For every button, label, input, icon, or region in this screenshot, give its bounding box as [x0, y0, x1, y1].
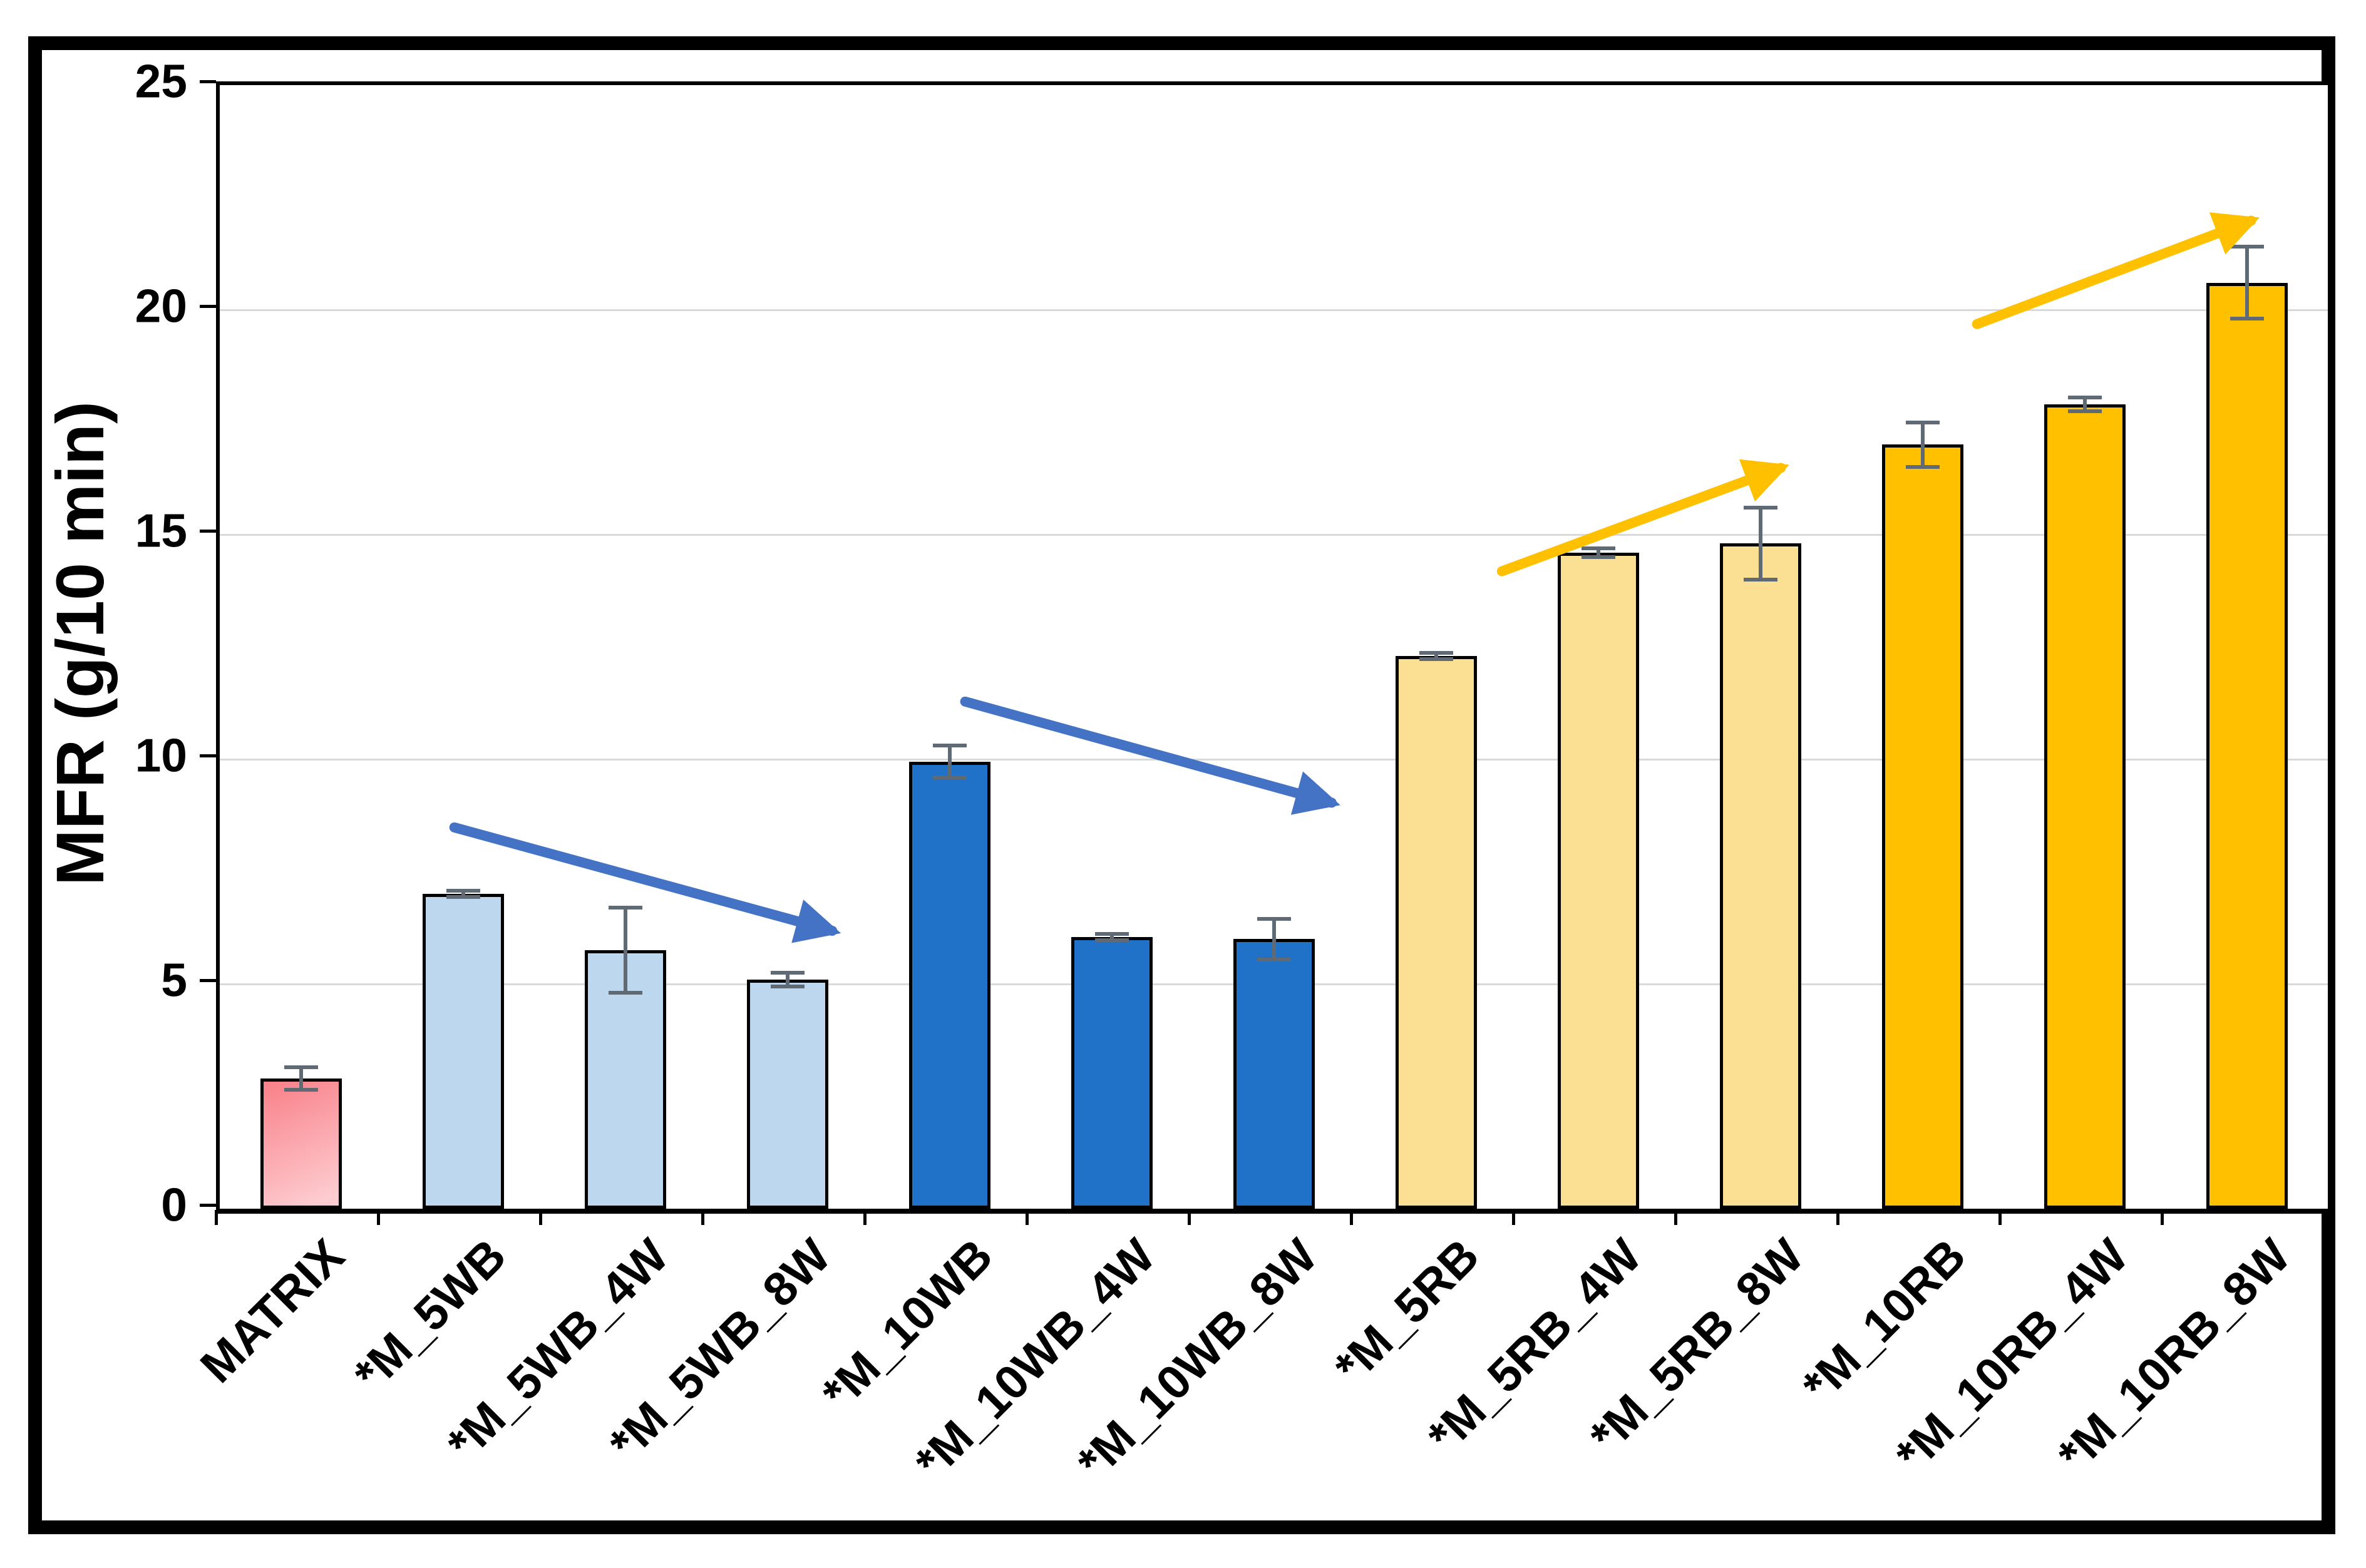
y-tick-label: 0 [161, 1178, 187, 1231]
error-bar-line [947, 746, 952, 777]
gridline [220, 759, 2328, 761]
bar--m-10rb-4w [2044, 404, 2126, 1209]
bar--m-5wb-8w [746, 979, 828, 1209]
error-bar-line [1434, 652, 1438, 659]
error-bar-cap [2230, 245, 2264, 249]
error-bar-cap [932, 775, 967, 779]
error-bar-cap [1257, 957, 1291, 961]
error-bar-cap [608, 905, 642, 910]
bar--m-5rb-4w [1557, 552, 1639, 1209]
error-bar-cap [2067, 409, 2102, 413]
bar--m-10wb-4w [1071, 936, 1153, 1209]
bar--m-5wb [422, 894, 504, 1209]
x-axis-tick [1026, 1210, 1029, 1225]
error-bar-cap [932, 744, 967, 748]
y-axis-tick [200, 1204, 216, 1207]
y-axis-tick [200, 80, 216, 83]
error-bar-cap [1094, 931, 1129, 936]
bar-matrix [260, 1078, 342, 1209]
bar--m-5rb [1395, 655, 1477, 1209]
y-axis-title: MFR (g/10 min) [42, 401, 118, 886]
error-bar-line [1920, 422, 1925, 468]
y-tick-label: 10 [135, 729, 187, 782]
x-axis-tick [2323, 1210, 2326, 1225]
y-tick-label: 5 [161, 953, 187, 1007]
error-bar-line [2082, 397, 2087, 411]
bar--m-5rb-8w [1719, 543, 1801, 1209]
x-axis-tick [2161, 1210, 2164, 1225]
error-bar-cap [770, 971, 805, 975]
error-bar-cap [2230, 317, 2264, 321]
x-axis-tick [701, 1210, 704, 1225]
error-bar-cap [1257, 916, 1291, 921]
gridline [220, 309, 2328, 311]
x-axis-tick [1674, 1210, 1677, 1225]
bar--m-10wb-8w [1233, 939, 1315, 1209]
x-axis-tick [539, 1210, 542, 1225]
y-tick-label: 20 [135, 279, 187, 332]
error-bar-cap [1743, 505, 1777, 510]
error-bar-line [2245, 247, 2249, 319]
error-bar-line [623, 907, 627, 993]
error-bar-cap [1419, 657, 1453, 661]
y-tick-label: 25 [135, 54, 187, 108]
plot-area [216, 81, 2332, 1214]
error-bar-line [1109, 933, 1114, 940]
gridline [220, 534, 2328, 536]
x-axis-tick [1188, 1210, 1191, 1225]
error-bar-line [299, 1067, 303, 1090]
error-bar-line [1758, 507, 1762, 580]
error-bar-cap [1094, 938, 1129, 942]
error-bar-cap [1905, 465, 1940, 469]
error-bar-cap [1581, 546, 1615, 550]
x-axis-tick [215, 1210, 218, 1225]
y-axis-tick [200, 530, 216, 533]
error-bar-cap [770, 984, 805, 988]
y-axis-tick [200, 305, 216, 308]
bar--m-10rb-8w [2206, 282, 2288, 1209]
x-axis-tick [863, 1210, 867, 1225]
x-axis-tick [377, 1210, 380, 1225]
bar--m-10rb [1881, 444, 1963, 1209]
error-bar-line [785, 973, 790, 986]
x-axis-tick [1836, 1210, 1839, 1225]
error-bar-cap [446, 895, 480, 899]
y-axis-tick [200, 754, 216, 757]
error-bar-line [1272, 918, 1276, 960]
error-bar-cap [1743, 577, 1777, 582]
error-bar-cap [608, 991, 642, 995]
y-axis-tick [200, 979, 216, 982]
bar--m-10wb [908, 761, 990, 1209]
error-bar-cap [284, 1087, 318, 1092]
x-axis-tick [1998, 1210, 2002, 1225]
error-bar-cap [446, 889, 480, 893]
x-axis-tick [1512, 1210, 1515, 1225]
error-bar-cap [1419, 650, 1453, 655]
x-axis-tick [1350, 1210, 1353, 1225]
error-bar-cap [1581, 555, 1615, 559]
y-tick-label: 15 [135, 504, 187, 557]
error-bar-cap [1905, 420, 1940, 424]
error-bar-cap [2067, 396, 2102, 399]
error-bar-cap [284, 1065, 318, 1069]
